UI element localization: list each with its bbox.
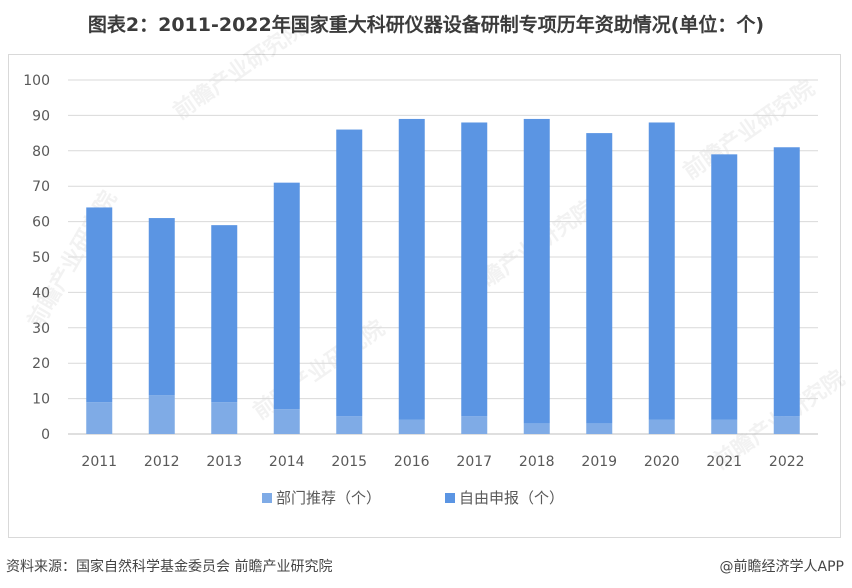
y-tick-label: 90	[32, 108, 50, 124]
bar-bumen-tuijian	[148, 395, 175, 434]
watermark-text: 前瞻产业研究院	[249, 315, 390, 425]
x-tick-label: 2021	[706, 454, 742, 470]
bar-bumen-tuijian	[211, 402, 238, 434]
bar-bumen-tuijian	[336, 416, 363, 434]
bar-bumen-tuijian	[86, 402, 113, 434]
bar-ziyou-shenbao	[336, 129, 363, 417]
x-tick-label: 2019	[581, 454, 617, 470]
bar-ziyou-shenbao	[273, 182, 300, 410]
x-tick-label: 2022	[769, 454, 805, 470]
x-tick-label: 2020	[644, 454, 680, 470]
bar-ziyou-shenbao	[461, 122, 488, 417]
bar-bumen-tuijian	[273, 409, 300, 434]
source-note: 资料来源：国家自然科学基金委员会 前瞻产业研究院	[6, 559, 333, 575]
y-tick-label: 70	[32, 179, 50, 195]
legend-swatch	[262, 493, 272, 503]
bar-bumen-tuijian	[773, 416, 800, 434]
bar-bumen-tuijian	[523, 423, 550, 434]
y-tick-label: 30	[32, 321, 50, 337]
y-tick-label: 10	[32, 392, 50, 408]
legend-label: 自由申报（个）	[459, 489, 564, 507]
bar-ziyou-shenbao	[148, 218, 175, 396]
chart-title: 图表2：2011-2022年国家重大科研仪器设备研制专项历年资助情况(单位：个)	[87, 14, 765, 36]
bar-bumen-tuijian	[586, 423, 613, 434]
bar-ziyou-shenbao	[86, 207, 113, 403]
bar-bumen-tuijian	[398, 419, 425, 434]
x-tick-label: 2011	[81, 454, 117, 470]
bar-bumen-tuijian	[711, 419, 738, 434]
bar-ziyou-shenbao	[523, 118, 550, 424]
legend-label: 部门推荐（个）	[276, 489, 381, 507]
y-tick-label: 60	[32, 215, 50, 231]
bar-ziyou-shenbao	[773, 147, 800, 417]
x-tick-label: 2012	[144, 454, 180, 470]
bar-bumen-tuijian	[461, 416, 488, 434]
y-tick-label: 0	[41, 427, 50, 443]
x-tick-label: 2017	[456, 454, 492, 470]
legend-swatch	[445, 493, 455, 503]
y-tick-label: 50	[32, 250, 50, 266]
x-tick-label: 2015	[331, 454, 367, 470]
bar-ziyou-shenbao	[586, 133, 613, 424]
x-tick-label: 2016	[394, 454, 430, 470]
y-tick-label: 20	[32, 356, 50, 372]
x-tick-label: 2013	[206, 454, 242, 470]
y-tick-label: 40	[32, 285, 50, 301]
bar-ziyou-shenbao	[648, 122, 675, 420]
bar-bumen-tuijian	[648, 419, 675, 434]
x-tick-label: 2014	[269, 454, 305, 470]
bar-ziyou-shenbao	[398, 118, 425, 420]
watermark-text: 前瞻产业研究院	[169, 15, 310, 125]
copyright-note: @前瞻经济学人APP	[719, 559, 844, 575]
y-tick-label: 100	[23, 73, 50, 89]
bar-ziyou-shenbao	[211, 225, 238, 403]
x-tick-label: 2018	[519, 454, 555, 470]
y-tick-label: 80	[32, 144, 50, 160]
bar-ziyou-shenbao	[711, 154, 738, 420]
